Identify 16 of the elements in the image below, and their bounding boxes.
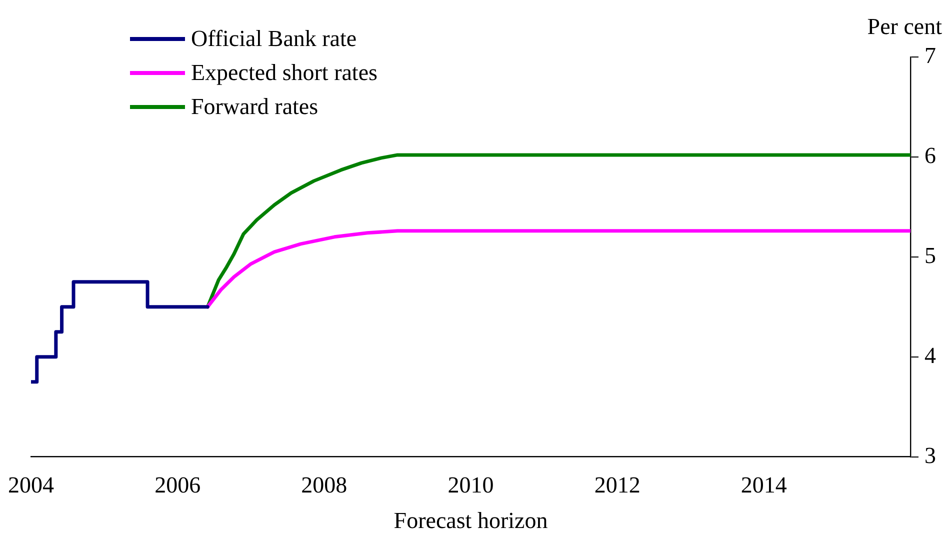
y-tick-label: 5 <box>924 242 936 268</box>
x-tick-label: 2006 <box>154 472 201 498</box>
y-axis-title: Per cent <box>867 14 942 40</box>
x-tick-label: 2014 <box>740 472 788 498</box>
x-tick-label: 2010 <box>448 472 494 498</box>
legend-label: Forward rates <box>191 94 318 120</box>
x-tick-label: 2012 <box>594 472 640 498</box>
y-tick-label: 4 <box>924 342 936 368</box>
x-tick-label: 2008 <box>301 472 348 498</box>
x-axis-title: Forecast horizon <box>394 508 548 534</box>
legend-label: Expected short rates <box>191 60 378 86</box>
y-tick-label: 6 <box>924 142 936 168</box>
y-tick-label: 3 <box>924 442 936 468</box>
x-tick-label: 2004 <box>8 472 54 498</box>
y-tick-label: 7 <box>924 43 936 68</box>
legend-label: Official Bank rate <box>191 26 357 52</box>
